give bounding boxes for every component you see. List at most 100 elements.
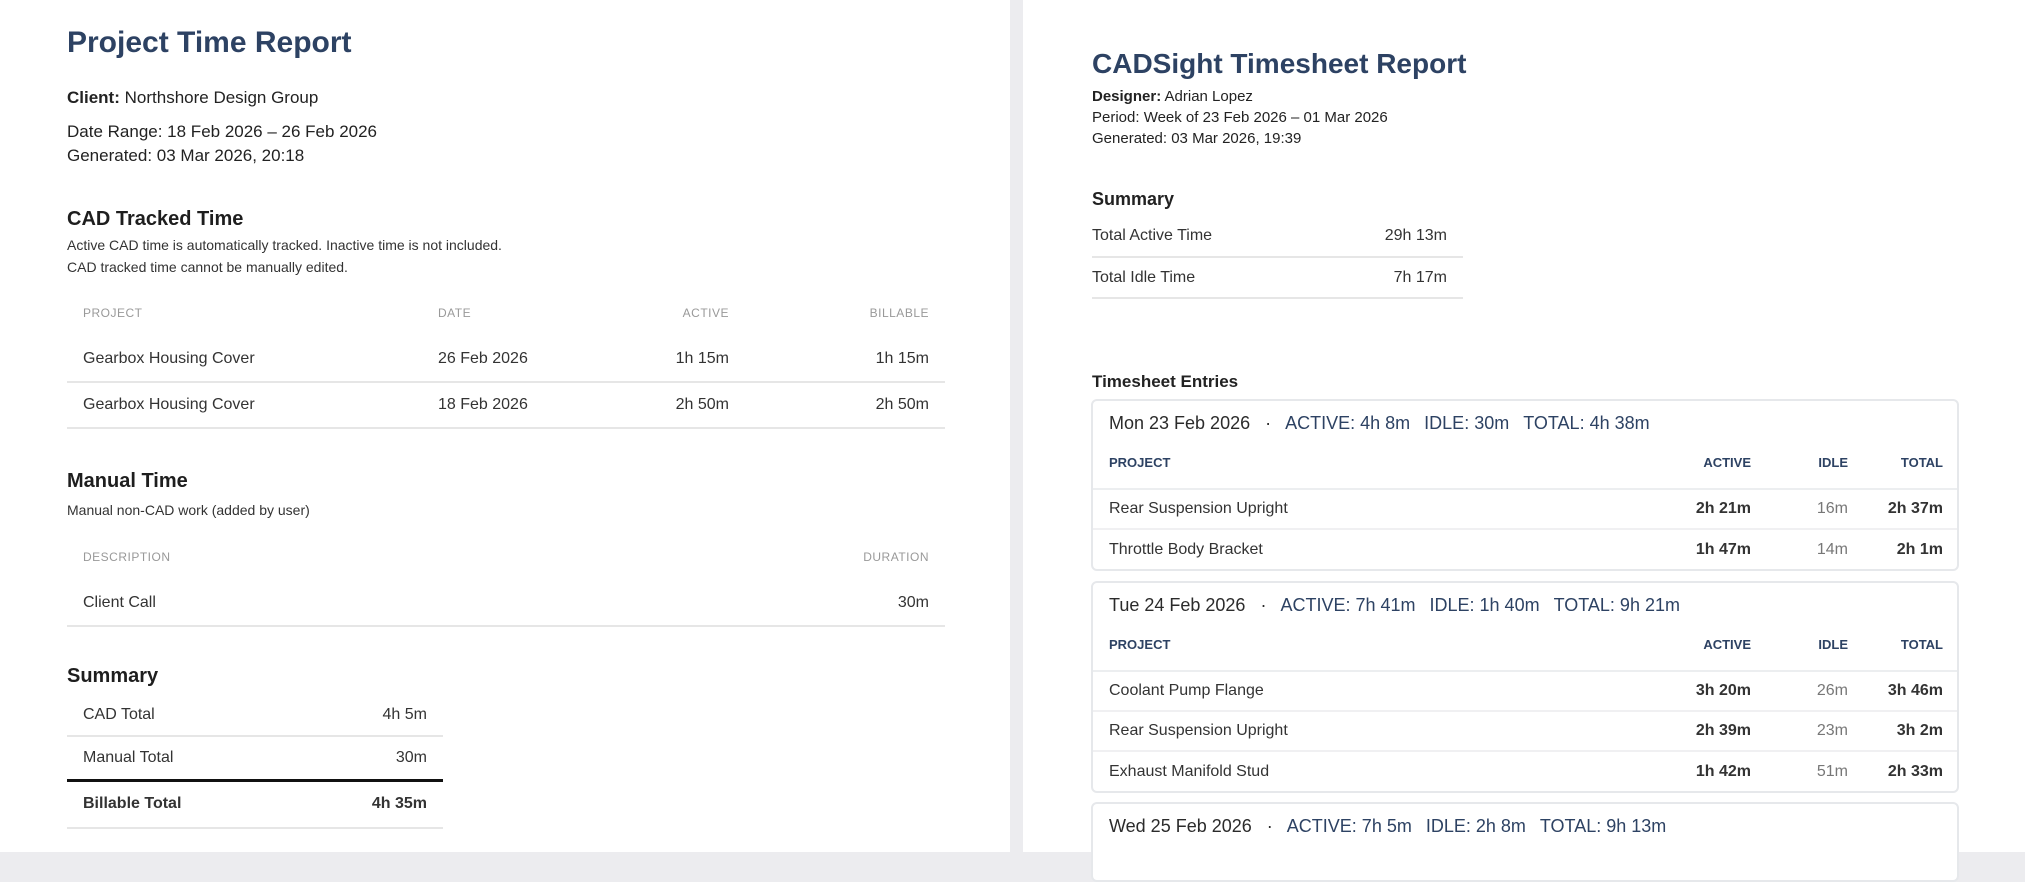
col-active: ACTIVE: [1625, 627, 1765, 672]
designer-line: Designer: Adrian Lopez: [1092, 88, 1253, 105]
period: Period: Week of 23 Feb 2026 – 01 Mar 202…: [1092, 109, 1388, 126]
active: 2h 21m: [1625, 489, 1765, 530]
total: 2h 1m: [1896, 540, 1943, 558]
entries-heading: Timesheet Entries: [1092, 372, 1239, 391]
value: 4h 5m: [292, 694, 443, 737]
summary-row: CAD Total 4h 5m: [67, 694, 443, 737]
separator: ·: [1266, 816, 1273, 836]
col-total: TOTAL: [1862, 627, 1957, 672]
idle: 14m: [1816, 540, 1848, 558]
label: Manual Total: [67, 736, 293, 782]
date: 26 Feb 2026: [422, 336, 612, 383]
day-idle: IDLE: 30m: [1424, 413, 1510, 433]
billable: 1h 15m: [745, 336, 945, 383]
date: 18 Feb 2026: [422, 382, 612, 429]
day-total: TOTAL: 9h 21m: [1553, 595, 1680, 615]
value: 30m: [292, 736, 443, 782]
separator: ·: [1265, 413, 1272, 433]
col-duration: DURATION: [863, 550, 929, 564]
date-range: Date Range: 18 Feb 2026 – 26 Feb 2026: [67, 122, 378, 141]
label: Total Idle Time: [1092, 257, 1300, 299]
table-row: Rear Suspension Upright 2h 39m 23m 3h 2m: [1093, 711, 1957, 752]
manual-heading: Manual Time: [67, 470, 188, 492]
day-card: Wed 25 Feb 2026 · ACTIVE: 7h 5m IDLE: 2h 8…: [1091, 802, 1959, 882]
col-idle: IDLE: [1765, 627, 1862, 672]
table-row: Exhaust Manifold Stud 1h 42m 51m 2h 33m: [1093, 751, 1957, 791]
idle: 26m: [1765, 671, 1862, 712]
project: Rear Suspension Upright: [1093, 489, 1625, 530]
label: Total Active Time: [1092, 215, 1300, 258]
project-time-report: Project Time Report Client: Northshore D…: [0, 0, 1010, 852]
col-project: PROJECT: [83, 306, 143, 320]
total: 2h 37m: [1862, 489, 1957, 530]
active: 2h 50m: [611, 382, 745, 429]
manual-note: Manual non-CAD work (added by user): [67, 502, 310, 518]
active: 1h 15m: [611, 336, 745, 383]
summary-row: Billable Total 4h 35m: [67, 780, 443, 829]
day-card: Tue 24 Feb 2026 · ACTIVE: 7h 41m IDLE: 1h …: [1091, 581, 1959, 793]
project: Coolant Pump Flange: [1093, 671, 1625, 712]
summary-heading: Summary: [1092, 189, 1175, 209]
designer-label: Designer:: [1092, 88, 1162, 105]
report-title: CADSight Timesheet Report: [1092, 48, 1467, 79]
total: 2h 33m: [1887, 762, 1943, 780]
separator: ·: [1260, 595, 1267, 615]
total: 3h 46m: [1862, 671, 1957, 712]
label: Billable Total: [67, 780, 293, 829]
summary-heading: Summary: [67, 665, 159, 687]
col-active: ACTIVE: [1625, 445, 1765, 490]
table-row: Client Call 30m: [67, 580, 945, 627]
project: Rear Suspension Upright: [1093, 711, 1625, 752]
billable: 2h 50m: [745, 382, 945, 429]
summary-row: Total Idle Time 7h 17m: [1092, 257, 1463, 299]
value: 29h 13m: [1299, 215, 1463, 258]
day-date: Wed 25 Feb 2026: [1109, 816, 1252, 836]
total: 3h 2m: [1862, 711, 1957, 752]
idle: 16m: [1765, 489, 1862, 530]
summary-row: Manual Total 30m: [67, 736, 443, 782]
day-header: Mon 23 Feb 2026 · ACTIVE: 4h 8m IDLE: 30m T…: [1093, 401, 1957, 445]
col-description: DESCRIPTION: [83, 550, 171, 564]
col-billable: BILLABLE: [869, 306, 929, 320]
day-idle: IDLE: 1h 40m: [1429, 595, 1540, 615]
client-line: Client: Northshore Design Group: [67, 88, 318, 108]
idle: 51m: [1816, 762, 1848, 780]
col-project: PROJECT: [1093, 627, 1625, 672]
day-date: Mon 23 Feb 2026: [1109, 413, 1251, 433]
project: Gearbox Housing Cover: [67, 382, 422, 429]
cad-note: Active CAD time is automatically tracked…: [67, 237, 502, 253]
day-card: Mon 23 Feb 2026 · ACTIVE: 4h 8m IDLE: 30m T…: [1091, 399, 1959, 571]
summary-table: Total Active Time 29h 13m Total Idle Time…: [1092, 215, 1463, 299]
client-label: Client:: [67, 88, 120, 107]
day-active: ACTIVE: 7h 5m: [1286, 816, 1412, 836]
col-idle: IDLE: [1765, 445, 1862, 490]
generated-time: Generated: 03 Mar 2026, 19:39: [1092, 130, 1302, 147]
value: 7h 17m: [1299, 257, 1463, 299]
description: Client Call: [67, 580, 550, 627]
day-total: TOTAL: 4h 38m: [1523, 413, 1650, 433]
project: Exhaust Manifold Stud: [1109, 762, 1270, 780]
table-row: Rear Suspension Upright 2h 21m 16m 2h 37m: [1093, 489, 1957, 530]
day-active: ACTIVE: 7h 41m: [1280, 595, 1416, 615]
table-row: Gearbox Housing Cover 18 Feb 2026 2h 50m 2h…: [67, 382, 945, 429]
cad-heading: CAD Tracked Time: [67, 208, 244, 230]
idle: 23m: [1765, 711, 1862, 752]
active: 3h 20m: [1625, 671, 1765, 712]
cad-table: PROJECT DATE ACTIVE BILLABLE Gearbox Hou…: [67, 290, 945, 429]
table-row: Throttle Body Bracket 1h 47m 14m 2h 1m: [1093, 529, 1957, 569]
day-idle: IDLE: 2h 8m: [1425, 816, 1526, 836]
summary-table: CAD Total 4h 5m Manual Total 30m Billable …: [67, 694, 443, 829]
designer-name: Adrian Lopez: [1164, 88, 1253, 105]
table-row: Gearbox Housing Cover 26 Feb 2026 1h 15m 1h…: [67, 336, 945, 383]
col-active: ACTIVE: [682, 306, 729, 320]
day-active: ACTIVE: 4h 8m: [1285, 413, 1411, 433]
report-title: Project Time Report: [67, 26, 352, 59]
day-date: Tue 24 Feb 2026: [1109, 595, 1246, 615]
cad-note: CAD tracked time cannot be manually edit…: [67, 259, 348, 275]
day-total: TOTAL: 9h 13m: [1539, 816, 1667, 836]
col-project: PROJECT: [1093, 445, 1625, 490]
active: 1h 47m: [1695, 540, 1751, 558]
client-name: Northshore Design Group: [124, 88, 319, 107]
project: Throttle Body Bracket: [1109, 540, 1263, 558]
summary-row: Total Active Time 29h 13m: [1092, 215, 1463, 258]
